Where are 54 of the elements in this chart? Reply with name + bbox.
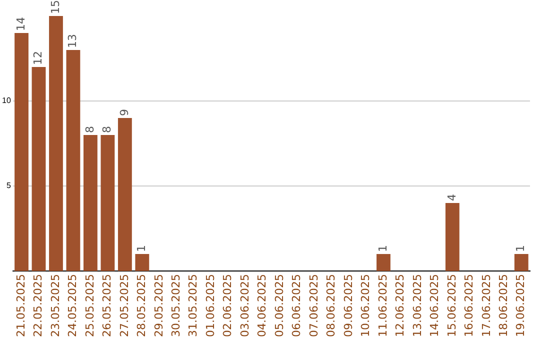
y-tick-label: 5	[6, 181, 12, 190]
x-tick-label: 17.06.2025	[480, 274, 493, 338]
x-tick-label: 21.05.2025	[14, 274, 28, 338]
x-tick-label: 05.06.2025	[272, 274, 286, 338]
data-label: 8	[100, 126, 114, 134]
bar	[376, 254, 390, 272]
data-label: 9	[118, 109, 131, 116]
bar	[66, 50, 80, 272]
x-tick-label: 16.06.2025	[462, 274, 476, 338]
x-tick-label: 10.06.2025	[359, 274, 372, 338]
x-tick-label: 24.05.2025	[66, 274, 80, 338]
x-tick-label: 07.06.2025	[307, 274, 320, 338]
x-tick-label: 11.06.2025	[376, 274, 390, 338]
data-label: 1	[135, 245, 148, 252]
bar	[49, 16, 63, 272]
bar	[100, 135, 115, 272]
bar	[514, 254, 528, 272]
x-tick-label: 06.06.2025	[290, 274, 304, 338]
x-tick-label: 30.05.2025	[170, 274, 183, 338]
data-label: 8	[83, 126, 96, 134]
x-tick-label: 18.06.2025	[497, 274, 510, 338]
x-tick-label: 13.06.2025	[410, 274, 424, 338]
bar	[14, 33, 28, 272]
data-label: 1	[514, 245, 528, 252]
x-tick-label: 08.06.2025	[324, 274, 338, 338]
bar	[32, 67, 46, 272]
x-tick-label: 23.05.2025	[48, 274, 62, 338]
x-tick-label: 14.06.2025	[428, 274, 442, 338]
y-tick-label: 10	[2, 96, 12, 106]
x-tick-label: 22.05.2025	[32, 274, 45, 338]
x-tick-label: 15.06.2025	[445, 274, 458, 338]
x-tick-label: 03.06.2025	[238, 274, 252, 338]
x-tick-label: 12.06.2025	[394, 274, 407, 338]
bar	[84, 135, 98, 272]
x-tick-label: 04.06.2025	[256, 274, 269, 338]
x-tick-label: 02.06.2025	[221, 274, 234, 338]
x-tick-label: 27.05.2025	[118, 274, 131, 338]
data-label: 4	[445, 194, 458, 202]
data-label: 1	[376, 245, 390, 252]
x-tick-label: 01.06.2025	[204, 274, 217, 338]
x-tick-label: 31.05.2025	[186, 274, 200, 338]
data-label: 14	[14, 17, 28, 31]
data-label: 15	[48, 0, 62, 14]
bar	[135, 254, 150, 272]
x-tick-label: 26.05.2025	[100, 274, 114, 338]
bar	[445, 203, 460, 272]
x-tick-label: 28.05.2025	[135, 274, 148, 338]
x-tick-label: 29.05.2025	[152, 274, 166, 338]
x-tick-label: 09.06.2025	[342, 274, 355, 338]
data-label: 12	[32, 51, 45, 66]
data-label: 13	[66, 34, 80, 48]
x-tick-label: 19.06.2025	[514, 274, 528, 338]
bar	[118, 118, 132, 272]
x-tick-label: 25.05.2025	[83, 274, 96, 338]
